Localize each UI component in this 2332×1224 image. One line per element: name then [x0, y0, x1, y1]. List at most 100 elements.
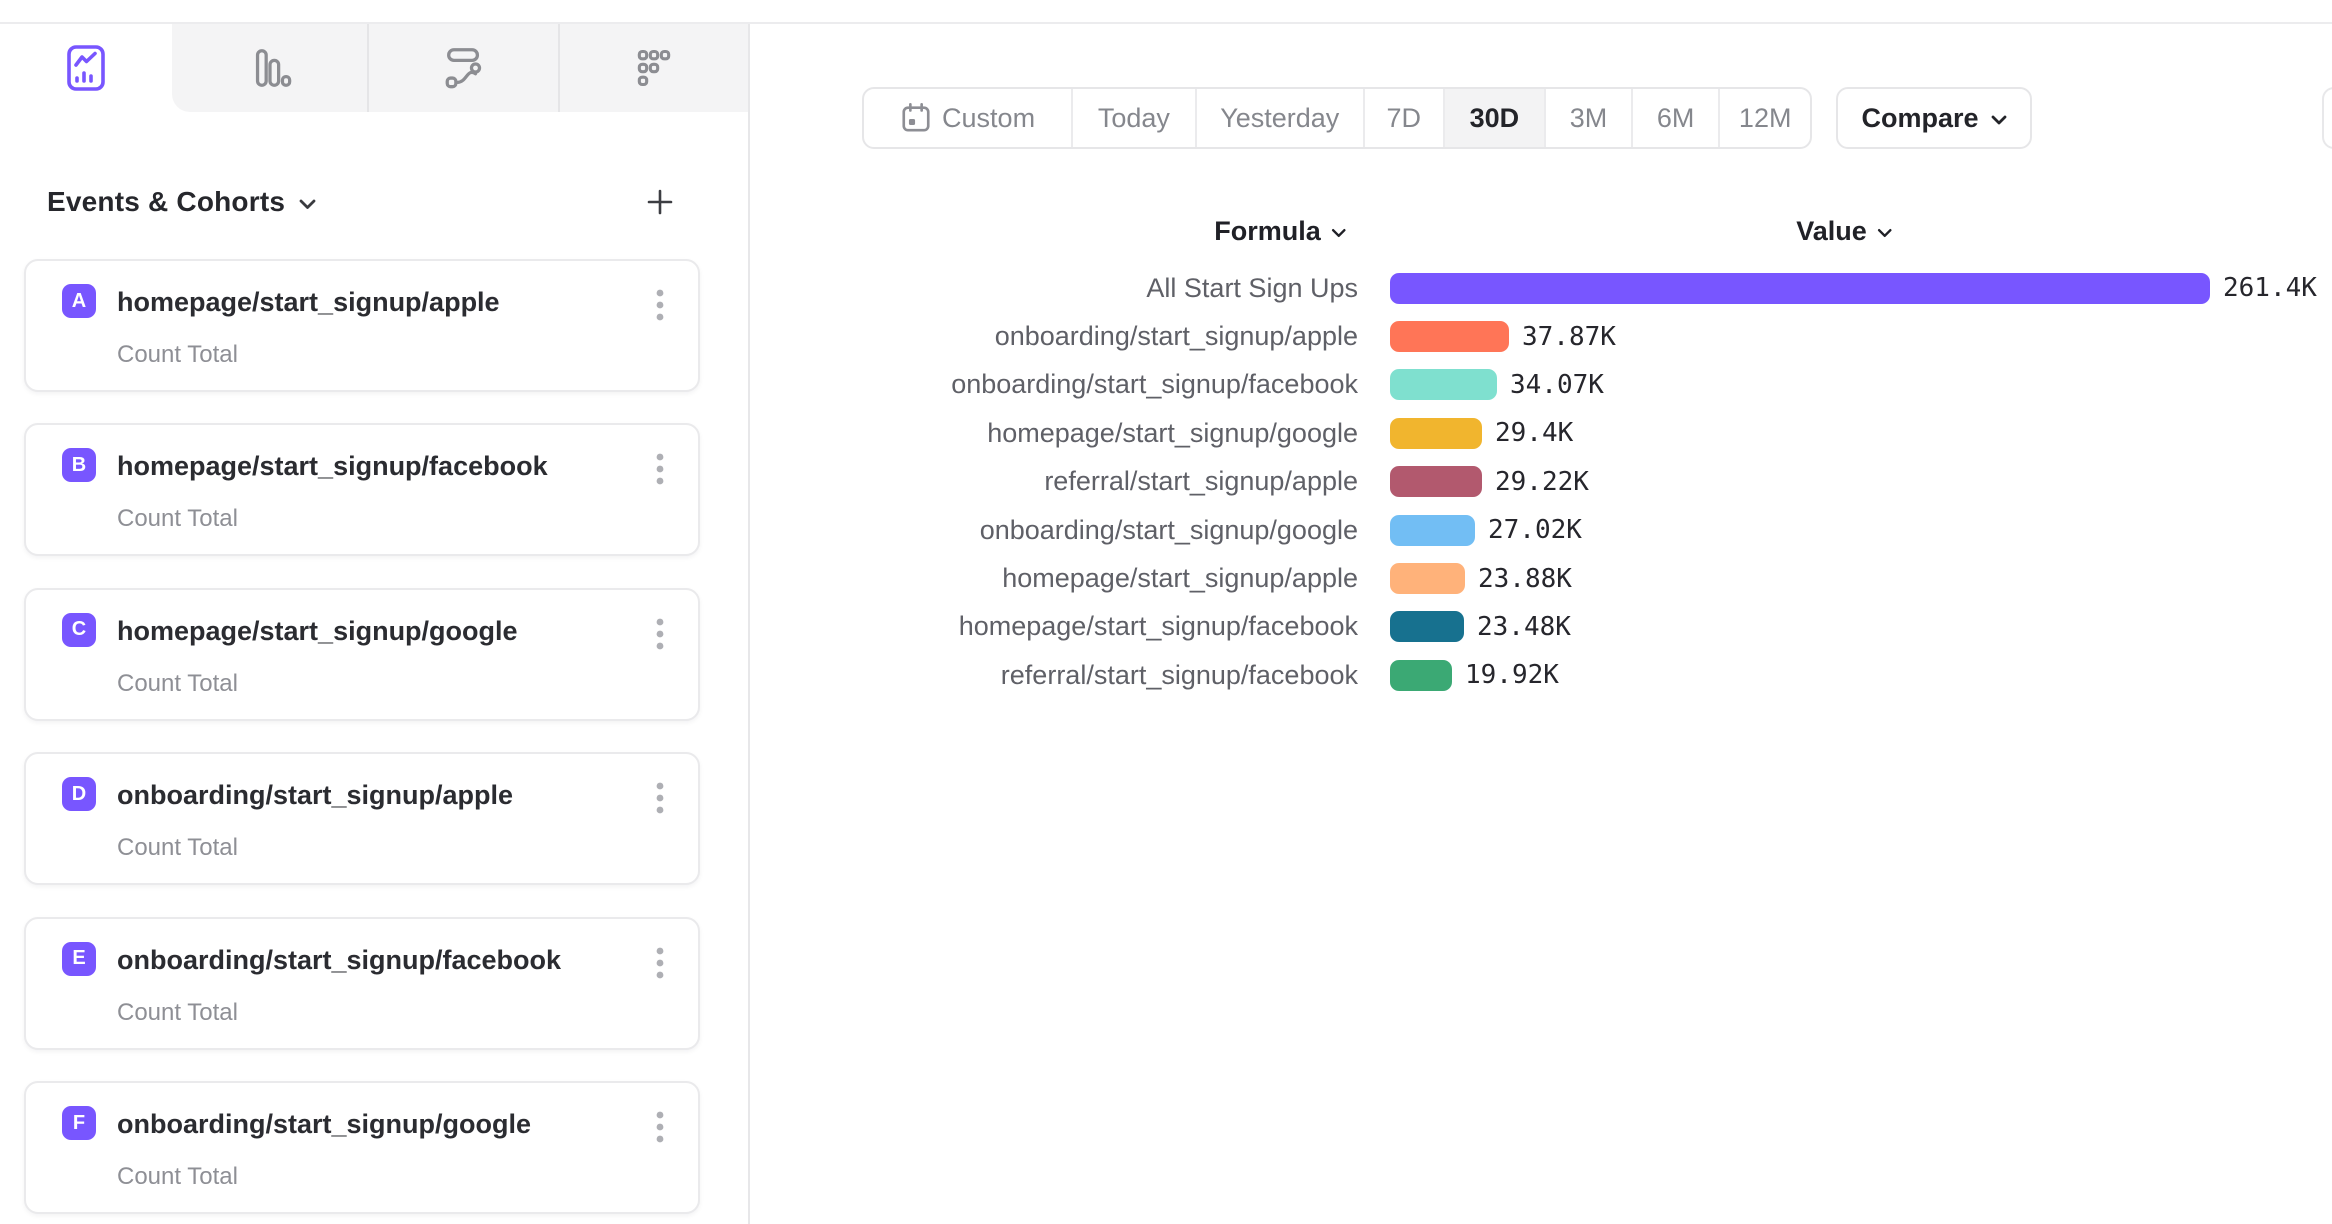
chart-row: onboarding/start_signup/apple 37.87K [751, 312, 2332, 360]
row-label: onboarding/start_signup/apple [994, 321, 1358, 352]
compare-label: Compare [1861, 102, 1979, 133]
chart-row: homepage/start_signup/google 29.4K [751, 409, 2332, 457]
chevron-down-icon[interactable] [299, 199, 316, 210]
add-event-button[interactable] [643, 185, 677, 219]
insights-bar-chart: All Start Sign Ups 261.4K onboarding/sta… [751, 264, 2332, 700]
kebab-menu-button[interactable] [650, 286, 670, 326]
date-segment-3m[interactable]: 3M [1546, 89, 1633, 147]
kebab-menu-button[interactable] [650, 1108, 670, 1148]
tab-divider [558, 24, 560, 112]
row-bar[interactable] [1390, 321, 1509, 353]
top-bar [0, 0, 2332, 24]
row-label: onboarding/start_signup/google [979, 514, 1358, 545]
date-segment-label: Today [1097, 102, 1170, 133]
event-metric[interactable]: Count Total [117, 505, 238, 533]
kebab-menu-icon [656, 1111, 664, 1143]
calendar-icon [900, 102, 932, 134]
sidebar: Events & Cohorts A homepage/start_signup… [0, 24, 750, 1224]
row-value: 37.87K [1522, 321, 1616, 352]
chart-row: homepage/start_signup/apple 23.88K [751, 554, 2332, 602]
event-letter-badge: D [62, 777, 96, 812]
event-metric[interactable]: Count Total [117, 1163, 238, 1190]
event-letter-badge: C [62, 612, 96, 647]
row-value: 29.4K [1495, 418, 1574, 449]
row-value: 19.92K [1465, 660, 1559, 691]
event-card[interactable]: B homepage/start_signup/facebook Count T… [24, 423, 700, 557]
chart-row: onboarding/start_signup/google 27.02K [751, 506, 2332, 554]
kebab-menu-button[interactable] [650, 615, 670, 655]
row-label: referral/start_signup/facebook [1000, 659, 1358, 690]
value-column-header[interactable]: Value [1796, 214, 1892, 248]
bar-chart-icon [247, 45, 293, 91]
line-chart-icon [62, 44, 110, 92]
date-segment-custom[interactable]: Custom [864, 89, 1074, 147]
row-label: homepage/start_signup/apple [1002, 563, 1358, 594]
row-bar[interactable] [1390, 272, 2210, 304]
event-letter-badge: A [62, 284, 96, 318]
event-metric[interactable]: Count Total [117, 998, 238, 1026]
chart-row: referral/start_signup/facebook 19.92K [751, 651, 2332, 699]
tab-bar-report[interactable] [172, 24, 367, 112]
row-bar[interactable] [1390, 466, 1482, 498]
date-segment-6m[interactable]: 6M [1633, 89, 1721, 147]
row-bar[interactable] [1390, 659, 1452, 691]
date-segment-30d[interactable]: 30D [1444, 89, 1547, 147]
event-name: homepage/start_signup/facebook [117, 451, 548, 482]
events-cohorts-header: Events & Cohorts [47, 182, 677, 222]
event-name: onboarding/start_signup/apple [117, 780, 514, 811]
row-value: 261.4K [2223, 273, 2317, 304]
event-card[interactable]: F onboarding/start_signup/google Count T… [24, 1081, 700, 1214]
row-bar[interactable] [1390, 611, 1464, 643]
date-segment-today[interactable]: Today [1073, 89, 1197, 147]
row-bar[interactable] [1390, 417, 1482, 449]
chart-row: onboarding/start_signup/facebook 34.07K [751, 361, 2332, 409]
row-label: referral/start_signup/apple [1044, 466, 1358, 497]
row-value: 27.02K [1488, 515, 1582, 546]
compare-button[interactable]: Compare [1836, 87, 2032, 149]
event-card[interactable]: D onboarding/start_signup/apple Count To… [24, 752, 700, 886]
date-segment-yesterday[interactable]: Yesterday [1197, 89, 1365, 147]
row-value: 23.48K [1477, 611, 1571, 642]
tab-flows[interactable] [369, 24, 558, 112]
date-segment-label: 7D [1386, 102, 1421, 133]
retention-grid-icon [632, 46, 676, 90]
date-segment-label: 12M [1738, 102, 1792, 133]
row-value: 29.22K [1495, 466, 1589, 497]
clipped-edge-button[interactable] [2322, 87, 2332, 149]
kebab-menu-button[interactable] [650, 944, 670, 984]
event-letter-badge: E [62, 941, 96, 976]
event-letter-badge: B [62, 448, 96, 483]
kebab-menu-icon [656, 289, 664, 321]
chevron-down-icon [1331, 228, 1346, 238]
row-bar[interactable] [1390, 514, 1475, 546]
row-label: onboarding/start_signup/facebook [951, 369, 1358, 400]
date-range-control: Custom Today Yesterday 7D 30D 3M 6M 12M [862, 87, 1812, 149]
formula-column-header[interactable]: Formula [1214, 214, 1346, 248]
kebab-menu-button[interactable] [650, 450, 670, 490]
event-metric[interactable]: Count Total [117, 341, 238, 368]
event-card[interactable]: E onboarding/start_signup/facebook Count… [24, 916, 700, 1050]
event-card[interactable]: C homepage/start_signup/google Count Tot… [24, 587, 700, 721]
date-segment-label: 30D [1469, 102, 1520, 133]
tab-divider [367, 24, 369, 112]
date-segment-12m[interactable]: 12M [1720, 89, 1810, 147]
row-bar[interactable] [1390, 369, 1497, 401]
event-card[interactable]: A homepage/start_signup/apple Count Tota… [24, 259, 700, 392]
row-label: All Start Sign Ups [1146, 272, 1358, 303]
formula-header-label: Formula [1214, 215, 1321, 246]
date-segment-7d[interactable]: 7D [1365, 89, 1445, 147]
row-value: 34.07K [1510, 369, 1604, 400]
row-bar[interactable] [1390, 563, 1465, 595]
kebab-menu-icon [656, 453, 664, 485]
event-metric[interactable]: Count Total [117, 834, 238, 862]
value-header-label: Value [1796, 215, 1867, 246]
kebab-menu-icon [656, 947, 664, 978]
event-name: onboarding/start_signup/facebook [117, 944, 562, 975]
chevron-down-icon [1991, 115, 2006, 125]
tab-retention[interactable] [560, 24, 748, 112]
event-metric[interactable]: Count Total [117, 669, 238, 697]
events-cohorts-title[interactable]: Events & Cohorts [47, 186, 286, 217]
date-segment-label: Custom [942, 102, 1036, 133]
tab-insights[interactable] [0, 24, 172, 112]
kebab-menu-button[interactable] [650, 779, 670, 819]
